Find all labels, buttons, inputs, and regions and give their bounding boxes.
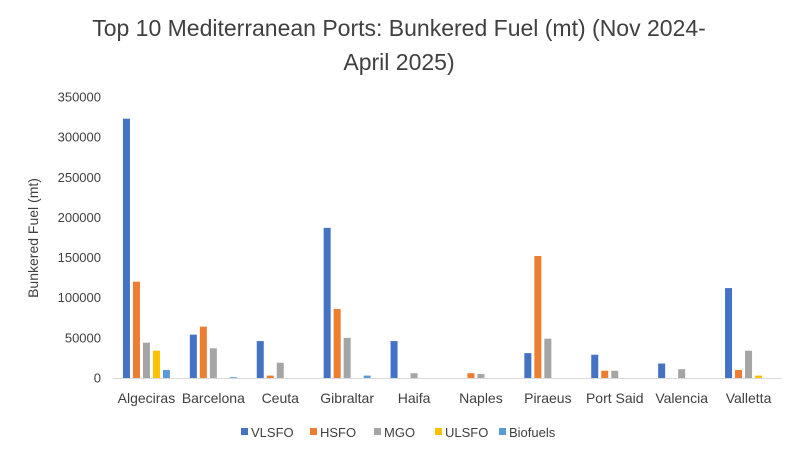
bar-vlsfo-ceuta (256, 341, 264, 378)
legend-swatch-mgo (374, 428, 381, 435)
legend-label-hsfo: HSFO (320, 425, 356, 440)
y-tick-label: 100000 (58, 290, 101, 305)
legend-swatch-vlsfo (241, 428, 248, 435)
bar-mgo-valencia (678, 369, 686, 378)
bar-mgo-ceuta (276, 362, 284, 378)
bar-hsfo-gibraltar (333, 308, 341, 378)
legend-swatch-hsfo (310, 428, 317, 435)
legend-label-ulsfo: ULSFO (445, 425, 488, 440)
y-tick-label: 50000 (65, 330, 101, 345)
y-tick-label: 350000 (58, 90, 101, 105)
x-category-label: Ceuta (262, 390, 300, 406)
bar-mgo-gibraltar (343, 337, 351, 378)
bar-vlsfo-valencia (658, 363, 666, 378)
bar-hsfo-naples (467, 373, 475, 378)
bar-mgo-valletta (745, 350, 753, 378)
bar-hsfo-piraeus (534, 255, 542, 378)
bar-mgo-algeciras (142, 342, 150, 378)
x-axis-categories: Algeciras Barcelona Ceuta Gibraltar Haifa Nap… (118, 390, 772, 406)
bar-mgo-naples (477, 373, 485, 378)
y-tick-label: 250000 (58, 170, 101, 185)
y-tick-label: 300000 (58, 130, 101, 145)
legend-label-biofuels: Biofuels (509, 425, 556, 440)
x-category-label: Port Said (586, 390, 644, 406)
y-tick-label: 200000 (58, 210, 101, 225)
y-axis-label: Bunkered Fuel (mt) (25, 178, 41, 298)
y-tick-label: 150000 (58, 250, 101, 265)
bar-ulsfo-valletta (755, 375, 763, 378)
x-category-label: Algeciras (118, 390, 176, 406)
bar-mgo-barcelona (209, 348, 217, 378)
bar-mgo-piraeus (544, 338, 552, 378)
legend: VLSFO HSFO MGO ULSFO Biofuels (241, 425, 556, 440)
bar-vlsfo-barcelona (189, 334, 197, 378)
chart-title-line-1: Top 10 Mediterranean Ports: Bunkered Fue… (92, 15, 706, 41)
legend-label-vlsfo: VLSFO (251, 425, 294, 440)
x-category-label: Haifa (398, 390, 431, 406)
bar-hsfo-barcelona (199, 326, 207, 378)
legend-swatch-ulsfo (435, 428, 442, 435)
legend-label-mgo: MGO (384, 425, 415, 440)
bar-marks (122, 118, 763, 379)
bar-ulsfo-algeciras (152, 350, 160, 378)
bar-hsfo-valletta (735, 369, 743, 378)
x-category-label: Valletta (726, 390, 772, 406)
bar-hsfo-ceuta (266, 375, 274, 378)
bar-vlsfo-port-said (591, 354, 599, 378)
bar-vlsfo-haifa (390, 341, 398, 378)
x-category-label: Gibraltar (320, 390, 374, 406)
bar-hsfo-algeciras (132, 281, 140, 378)
bar-vlsfo-gibraltar (323, 227, 331, 378)
bar-mgo-port-said (611, 370, 619, 378)
x-category-label: Valencia (655, 390, 708, 406)
bar-biofuels-algeciras (162, 369, 170, 378)
bar-biofuels-gibraltar (363, 375, 371, 378)
bar-hsfo-port-said (601, 370, 609, 378)
legend-swatch-biofuels (499, 428, 506, 435)
x-category-label: Piraeus (524, 390, 571, 406)
bar-vlsfo-algeciras (122, 118, 130, 379)
y-axis-ticks: 0 50000 100000 150000 200000 250000 300000 3500… (58, 90, 101, 386)
bar-biofuels-barcelona (229, 377, 237, 378)
x-category-label: Barcelona (182, 390, 245, 406)
x-category-label: Naples (459, 390, 503, 406)
bar-vlsfo-valletta (725, 288, 733, 378)
bar-mgo-haifa (410, 373, 418, 378)
chart-title-line-2: April 2025) (343, 49, 454, 75)
bar-vlsfo-piraeus (524, 353, 532, 378)
y-tick-label: 0 (94, 371, 101, 386)
